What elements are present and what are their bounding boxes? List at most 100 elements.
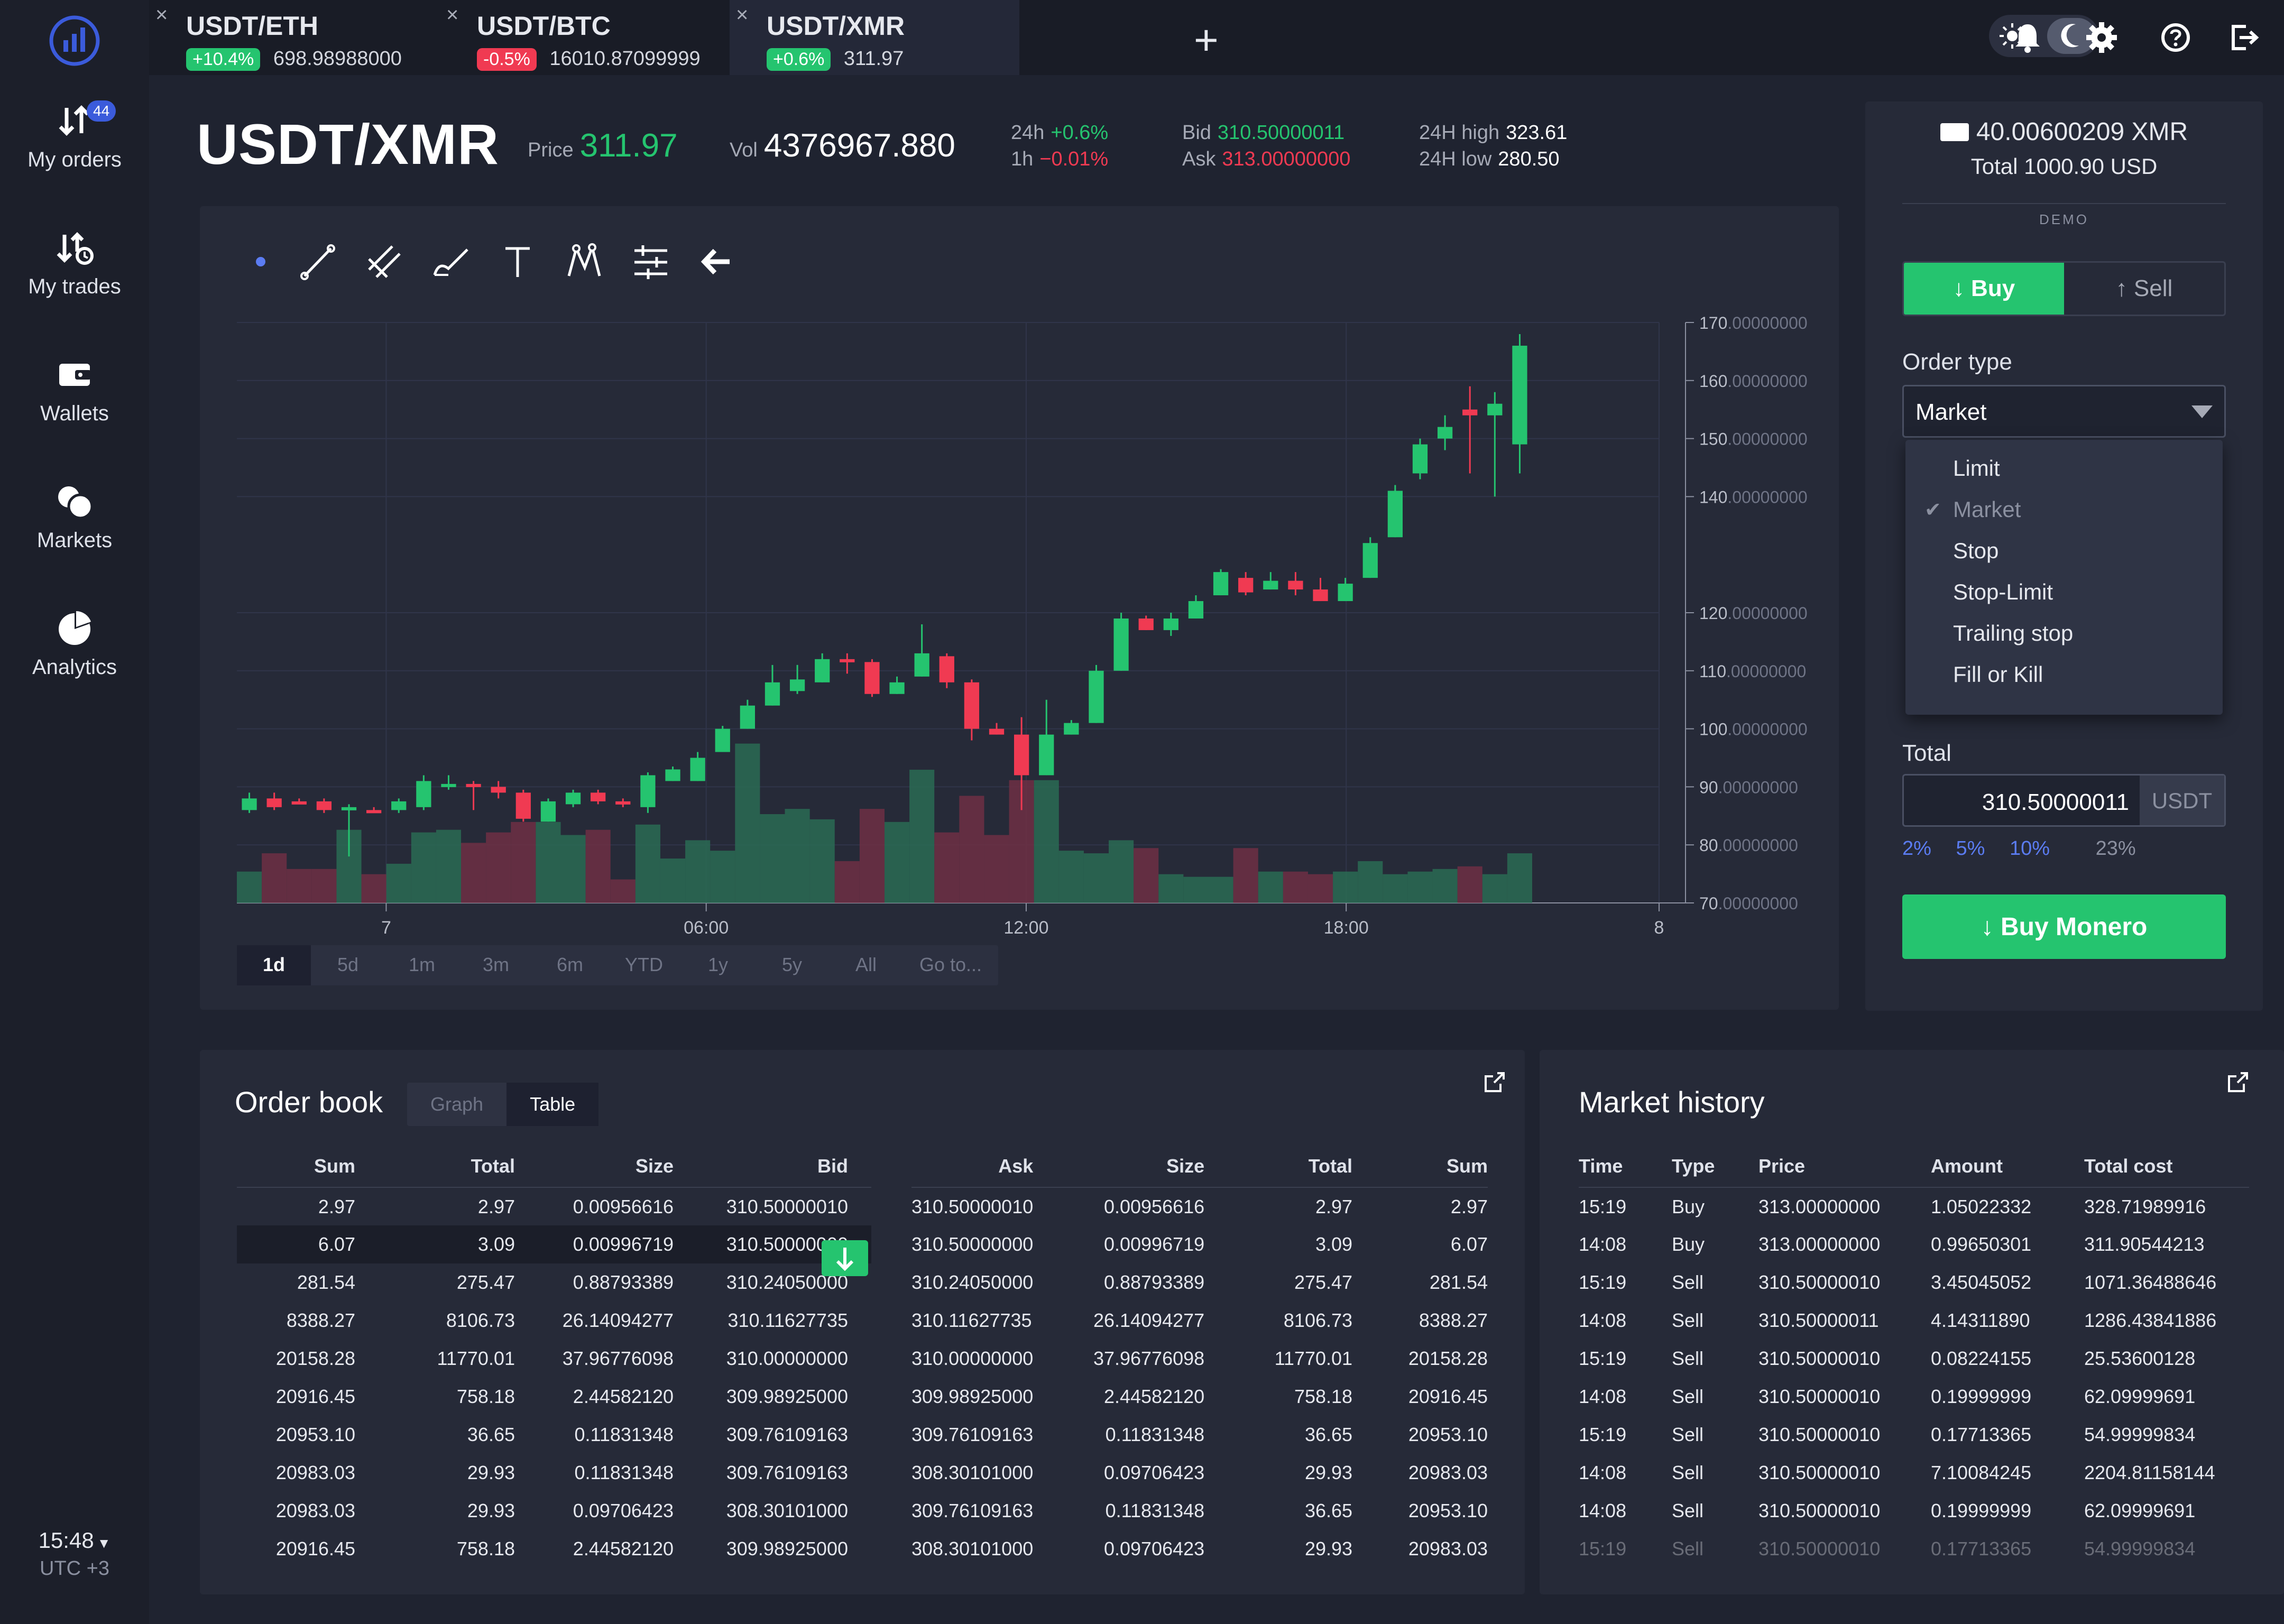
volume-bar bbox=[685, 840, 711, 903]
range-6m[interactable]: 6m bbox=[556, 954, 583, 975]
tab-table[interactable]: Table bbox=[506, 1083, 599, 1126]
bid-row[interactable]: 20983.03 29.93 0.11831348 309.76109163 bbox=[237, 1454, 871, 1492]
buy-monero-button[interactable]: ↓ Buy Monero bbox=[1902, 894, 2226, 959]
sell-tab[interactable]: ↑ Sell bbox=[2115, 275, 2173, 301]
col-sum: Sum bbox=[237, 1145, 355, 1188]
percent-2[interactable]: 2% bbox=[1902, 837, 1931, 860]
ask-row[interactable]: 309.76109163 0.11831348 36.65 20953.10 bbox=[911, 1492, 1488, 1530]
external-link-icon[interactable] bbox=[2225, 1069, 2251, 1095]
history-row[interactable]: 15:19 Sell 310.50000010 0.17713365 54.999998… bbox=[1579, 1530, 2249, 1568]
pattern-tool-icon[interactable] bbox=[560, 238, 608, 285]
bid-row[interactable]: 20953.10 36.65 0.11831348 309.76109163 bbox=[237, 1416, 871, 1454]
external-link-icon[interactable] bbox=[1481, 1069, 1508, 1095]
bid-row[interactable]: 8388.27 8106.73 26.14094277 310.11627735 bbox=[237, 1302, 871, 1340]
range-goto[interactable]: Go to... bbox=[919, 954, 982, 975]
percent-5[interactable]: 5% bbox=[1956, 837, 1985, 860]
ask-row[interactable]: 310.11627735 26.14094277 8106.73 8388.27 bbox=[911, 1302, 1488, 1340]
clock[interactable]: 15:48 ▼ UTC +3 bbox=[0, 1528, 149, 1580]
history-row[interactable]: 14:08 Buy 313.00000000 0.99650301 311.905442… bbox=[1579, 1225, 2249, 1263]
add-tab-button[interactable]: + bbox=[1194, 16, 1219, 63]
volume-bar bbox=[809, 819, 835, 903]
history-row[interactable]: 14:08 Sell 310.50000011 4.14311890 1286.4384… bbox=[1579, 1302, 2249, 1340]
scroll-to-current-button[interactable] bbox=[822, 1240, 868, 1276]
tab-usdt-eth[interactable]: × USDT/ETH +10.4% 698.98988000 bbox=[149, 0, 439, 75]
cursor-dot-icon[interactable] bbox=[237, 238, 284, 285]
range-all[interactable]: All bbox=[855, 954, 877, 975]
bid-row[interactable]: 6.07 3.09 0.00996719 310.50000000 bbox=[237, 1225, 871, 1263]
fib-lines-icon[interactable] bbox=[361, 238, 408, 285]
trend-line-icon[interactable] bbox=[294, 238, 342, 285]
indicator-settings-icon[interactable] bbox=[627, 238, 675, 285]
range-5y[interactable]: 5y bbox=[781, 954, 803, 975]
text-tool-icon[interactable] bbox=[494, 238, 541, 285]
ask-size: 26.14094277 bbox=[1093, 1309, 1205, 1331]
range-3m[interactable]: 3m bbox=[482, 954, 509, 975]
range-1d[interactable]: 1d bbox=[237, 945, 311, 985]
trade-amount: 7.10084245 bbox=[1931, 1462, 2032, 1483]
sidebar-item-label: My trades bbox=[28, 275, 121, 298]
history-row[interactable]: 15:19 Sell 310.50000010 0.08224155 25.536001… bbox=[1579, 1340, 2249, 1378]
app-logo-icon[interactable] bbox=[45, 12, 104, 70]
option-trailing-stop[interactable]: Trailing stop bbox=[1953, 621, 2074, 645]
option-stop-limit[interactable]: Stop-Limit bbox=[1953, 579, 2053, 604]
range-1m[interactable]: 1m bbox=[408, 954, 435, 975]
order-type-select[interactable]: Market bbox=[1902, 385, 2226, 438]
close-icon[interactable]: × bbox=[155, 3, 168, 26]
option-stop[interactable]: Stop bbox=[1953, 538, 1999, 563]
total-input[interactable]: 310.50000011 USDT bbox=[1902, 774, 2226, 827]
option-fill-or-kill[interactable]: Fill or Kill bbox=[1953, 662, 2043, 687]
bid-row[interactable]: 20158.28 11770.01 37.96776098 310.00000000 bbox=[237, 1340, 871, 1378]
candle-body bbox=[266, 798, 282, 807]
sidebar-item-my-trades[interactable]: My trades bbox=[0, 227, 149, 322]
bell-icon[interactable] bbox=[2009, 19, 2046, 56]
back-arrow-icon[interactable] bbox=[693, 238, 740, 285]
tab-usdt-btc[interactable]: × USDT/BTC -0.5% 16010.87099999 bbox=[440, 0, 730, 75]
trade-type: Buy bbox=[1672, 1195, 1705, 1217]
bid-row[interactable]: 20983.03 29.93 0.09706423 308.30101000 bbox=[237, 1492, 871, 1530]
ask-row[interactable]: 308.30101000 0.09706423 29.93 20983.03 bbox=[911, 1454, 1488, 1492]
percent-10[interactable]: 10% bbox=[2009, 837, 2050, 860]
candle-body bbox=[1039, 734, 1054, 776]
brush-icon[interactable] bbox=[427, 238, 475, 285]
range-ytd[interactable]: YTD bbox=[625, 954, 663, 975]
help-icon[interactable] bbox=[2157, 19, 2194, 56]
ask-row[interactable]: 310.00000000 37.96776098 11770.01 20158.28 bbox=[911, 1340, 1488, 1378]
logout-icon[interactable] bbox=[2225, 19, 2262, 56]
volume-bar bbox=[386, 863, 411, 903]
sidebar-item-analytics[interactable]: Analytics bbox=[0, 608, 149, 703]
bid-row[interactable]: 281.54 275.47 0.88793389 310.24050000 bbox=[237, 1263, 871, 1302]
sidebar-item-wallets[interactable]: Wallets bbox=[0, 354, 149, 449]
history-row[interactable]: 15:19 Buy 313.00000000 1.05022332 328.719899… bbox=[1579, 1187, 2249, 1225]
tab-usdt-xmr[interactable]: × USDT/XMR +0.6% 311.97 bbox=[730, 0, 1019, 75]
close-icon[interactable]: × bbox=[446, 3, 459, 26]
row-spacer bbox=[848, 1187, 871, 1225]
gear-icon[interactable] bbox=[2083, 19, 2120, 56]
price-chart[interactable]: 170.00000000160.00000000150.00000000140.… bbox=[200, 301, 1839, 936]
theme-toggle[interactable] bbox=[1989, 15, 2099, 57]
bid-row[interactable]: 2.97 2.97 0.00956616 310.50000010 bbox=[237, 1187, 871, 1225]
tab-price: 16010.87099999 bbox=[549, 48, 701, 70]
ask-total: 8106.73 bbox=[1283, 1309, 1353, 1331]
buy-tab[interactable]: ↓ Buy bbox=[1904, 263, 2064, 315]
ask-row[interactable]: 308.30101000 0.09706423 29.93 20983.03 bbox=[911, 1530, 1488, 1568]
range-5d[interactable]: 5d bbox=[337, 954, 359, 975]
sidebar-item-markets[interactable]: Markets bbox=[0, 481, 149, 576]
ask-row[interactable]: 309.76109163 0.11831348 36.65 20953.10 bbox=[911, 1416, 1488, 1454]
history-row[interactable]: 15:19 Sell 310.50000010 3.45045052 1071.3648… bbox=[1579, 1263, 2249, 1302]
history-row[interactable]: 14:08 Sell 310.50000010 0.19999999 62.099996… bbox=[1579, 1492, 2249, 1530]
bid-row[interactable]: 20916.45 758.18 2.44582120 309.98925000 bbox=[237, 1378, 871, 1416]
ask-row[interactable]: 309.98925000 2.44582120 758.18 20916.45 bbox=[911, 1378, 1488, 1416]
range-1y[interactable]: 1y bbox=[707, 954, 729, 975]
ask-row[interactable]: 310.50000010 0.00956616 2.97 2.97 bbox=[911, 1187, 1488, 1225]
sidebar-item-my-orders[interactable]: 44 My orders bbox=[0, 100, 149, 196]
ask-row[interactable]: 310.24050000 0.88793389 275.47 281.54 bbox=[911, 1263, 1488, 1302]
history-row[interactable]: 14:08 Sell 310.50000010 7.10084245 2204.8115… bbox=[1579, 1454, 2249, 1492]
bid-row[interactable]: 20916.45 758.18 2.44582120 309.98925000 bbox=[237, 1530, 871, 1568]
close-icon[interactable]: × bbox=[736, 3, 749, 26]
option-market[interactable]: Market bbox=[1953, 497, 2021, 522]
history-row[interactable]: 14:08 Sell 310.50000010 0.19999999 62.099996… bbox=[1579, 1378, 2249, 1416]
option-limit[interactable]: Limit bbox=[1953, 456, 2000, 481]
ask-row[interactable]: 310.50000000 0.00996719 3.09 6.07 bbox=[911, 1225, 1488, 1263]
history-row[interactable]: 15:19 Sell 310.50000010 0.17713365 54.999998… bbox=[1579, 1416, 2249, 1454]
tab-graph[interactable]: Graph bbox=[430, 1093, 484, 1115]
